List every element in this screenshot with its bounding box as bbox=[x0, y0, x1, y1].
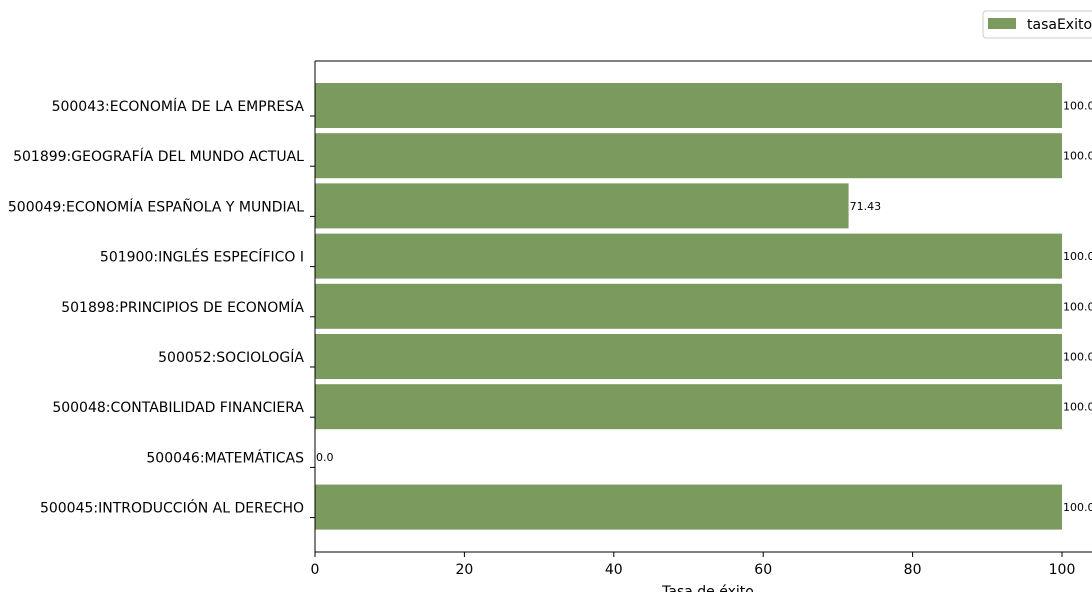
category-label-3: 501900:INGLÉS ESPECÍFICO I bbox=[100, 249, 304, 266]
bar-6 bbox=[315, 384, 1062, 430]
category-label-4: 501898:PRINCIPIOS DE ECONOMÍA bbox=[61, 299, 304, 316]
x-ticks: 0 20 40 60 80 100 bbox=[311, 552, 1076, 578]
category-label-7: 500046:MATEMÁTICAS bbox=[146, 449, 304, 466]
x-tick-label-4: 80 bbox=[904, 562, 922, 578]
legend-label: tasaExito bbox=[1027, 17, 1092, 33]
data-labels: 100.0 100.0 71.43 100.0 100.0 100.0 100.0 0.0 10… bbox=[316, 100, 1092, 515]
category-label-2: 500049:ECONOMÍA ESPAÑOLA Y MUNDIAL bbox=[8, 198, 304, 215]
data-label-2: 71.43 bbox=[850, 200, 882, 213]
bar-0 bbox=[315, 83, 1062, 128]
category-label-5: 500052:SOCIOLOGÍA bbox=[158, 349, 304, 366]
x-tick-label-0: 0 bbox=[311, 562, 320, 578]
x-tick-label-3: 60 bbox=[754, 562, 772, 578]
data-label-7: 0.0 bbox=[316, 451, 334, 464]
legend-swatch bbox=[988, 18, 1016, 29]
data-label-5: 100.0 bbox=[1063, 351, 1092, 364]
data-label-1: 100.0 bbox=[1063, 150, 1092, 163]
x-tick-label-5: 100 bbox=[1049, 562, 1076, 578]
bar-3 bbox=[315, 233, 1062, 279]
data-label-3: 100.0 bbox=[1063, 250, 1092, 263]
bar-4 bbox=[315, 283, 1062, 329]
bar-8 bbox=[315, 484, 1062, 530]
x-axis-title: Tasa de éxito bbox=[661, 584, 754, 592]
bar-5 bbox=[315, 334, 1062, 379]
x-tick-label-1: 20 bbox=[455, 562, 473, 578]
category-label-0: 500043:ECONOMÍA DE LA EMPRESA bbox=[52, 98, 305, 115]
bar-2 bbox=[315, 183, 849, 229]
bars-layer bbox=[315, 83, 1062, 530]
axes-layer bbox=[310, 60, 1092, 553]
data-label-8: 100.0 bbox=[1063, 501, 1092, 514]
legend-frame bbox=[982, 10, 1092, 39]
category-label-8: 500045:INTRODUCCIÓN AL DERECHO bbox=[40, 499, 304, 517]
category-labels: 500043:ECONOMÍA DE LA EMPRESA 501899:GEOG… bbox=[8, 98, 305, 517]
x-tick-label-2: 40 bbox=[605, 562, 623, 578]
bar-1 bbox=[315, 133, 1062, 179]
category-label-6: 500048:CONTABILIDAD FINANCIERA bbox=[52, 400, 304, 416]
legend[interactable]: tasaExito bbox=[982, 10, 1092, 39]
data-label-4: 100.0 bbox=[1063, 300, 1092, 313]
data-label-6: 100.0 bbox=[1063, 401, 1092, 414]
data-label-0: 100.0 bbox=[1063, 100, 1092, 113]
category-label-1: 501899:GEOGRAFÍA DEL MUNDO ACTUAL bbox=[13, 148, 304, 165]
